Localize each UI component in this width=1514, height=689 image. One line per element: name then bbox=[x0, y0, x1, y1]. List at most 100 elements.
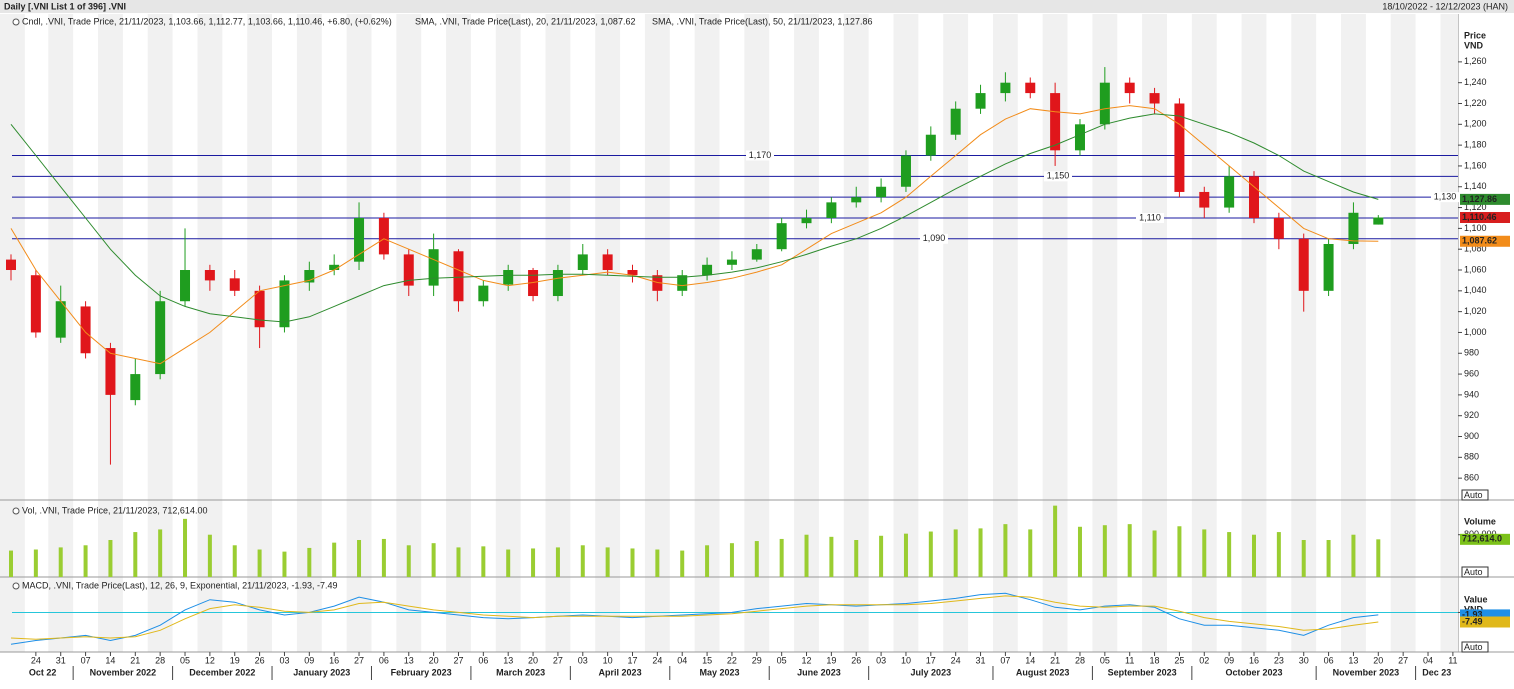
volume-bar bbox=[605, 547, 610, 577]
scale-button[interactable] bbox=[1461, 566, 1489, 578]
hline-label-bg bbox=[1431, 192, 1459, 203]
x-group-label: February 2023 bbox=[391, 667, 452, 677]
volume-bar bbox=[108, 540, 113, 577]
x-tick-label: 10 bbox=[901, 655, 911, 665]
x-tick-label: 03 bbox=[279, 655, 289, 665]
y-tick-label: 1,140 bbox=[1464, 181, 1487, 191]
value-tag-label: 1,127.86 bbox=[1462, 194, 1497, 204]
volume-bar bbox=[953, 529, 958, 577]
value-tag-label: 712,614.0 bbox=[1462, 534, 1502, 544]
hline-label-bg bbox=[746, 150, 774, 161]
legend-text: Cndl, .VNI, Trade Price, 21/11/2023, 1,1… bbox=[22, 16, 392, 26]
volume-bar bbox=[705, 545, 710, 577]
x-tick-label: 13 bbox=[404, 655, 414, 665]
candle-body bbox=[1149, 93, 1160, 104]
x-tick-label: 07 bbox=[81, 655, 91, 665]
candle-body bbox=[6, 259, 16, 271]
series-line bbox=[10, 105, 1379, 365]
scale-button[interactable] bbox=[1461, 641, 1489, 653]
y-tick-label: 1,240 bbox=[1464, 77, 1487, 87]
volume-bar bbox=[406, 545, 411, 577]
candle-body bbox=[925, 134, 936, 156]
volume-bar bbox=[1276, 532, 1281, 577]
x-tick-label: 22 bbox=[727, 655, 737, 665]
scale-button[interactable] bbox=[1461, 489, 1489, 501]
candle-body bbox=[254, 290, 265, 328]
volume-bar bbox=[804, 534, 809, 577]
y-tick-label: 1,100 bbox=[1464, 223, 1487, 233]
volume-bar bbox=[232, 545, 237, 577]
x-group-label: November 2023 bbox=[1333, 667, 1400, 677]
volume-bar bbox=[1177, 526, 1182, 577]
volume-bar bbox=[381, 538, 386, 577]
volume-bar bbox=[33, 549, 38, 577]
candle-body bbox=[229, 278, 240, 291]
x-tick-label: 19 bbox=[826, 655, 836, 665]
x-tick-label: 17 bbox=[926, 655, 936, 665]
volume-bar bbox=[754, 541, 759, 577]
candle-body bbox=[378, 217, 389, 255]
volume-bar bbox=[1127, 524, 1132, 577]
candle-body bbox=[155, 301, 166, 375]
candle-body bbox=[1323, 243, 1334, 291]
volume-bar bbox=[903, 533, 908, 577]
hline-label: 1,090 bbox=[923, 233, 946, 243]
y-tick-label: 1,260 bbox=[1464, 56, 1487, 66]
x-tick-label: 31 bbox=[976, 655, 986, 665]
y-tick-label: 1,080 bbox=[1464, 244, 1487, 254]
volume-bar bbox=[1077, 526, 1082, 577]
y-tick-label: 860 bbox=[1464, 473, 1479, 483]
x-tick-label: 20 bbox=[429, 655, 439, 665]
candle-body bbox=[1074, 124, 1085, 151]
x-tick-label: 13 bbox=[503, 655, 513, 665]
volume-bar bbox=[9, 550, 13, 577]
week-stripe bbox=[644, 14, 670, 652]
candle-body bbox=[453, 251, 464, 302]
x-tick-label: 16 bbox=[329, 655, 339, 665]
x-tick-label: 15 bbox=[702, 655, 712, 665]
series-line bbox=[10, 595, 1379, 640]
candle-body bbox=[1099, 82, 1110, 125]
axis-label: VND bbox=[1464, 604, 1484, 614]
volume-bar bbox=[1152, 530, 1157, 577]
candle-body bbox=[478, 285, 489, 302]
week-stripe bbox=[595, 14, 621, 652]
volume-bar bbox=[183, 518, 188, 577]
x-tick-label: 26 bbox=[851, 655, 861, 665]
scale-button-label[interactable]: Auto bbox=[1464, 490, 1483, 500]
candle-body bbox=[627, 270, 638, 276]
candle-body bbox=[304, 270, 315, 283]
x-tick-label: 18 bbox=[1150, 655, 1160, 665]
y-tick-label: 940 bbox=[1464, 389, 1479, 399]
volume-bar bbox=[1376, 539, 1381, 577]
x-tick-label: 05 bbox=[777, 655, 787, 665]
candle-body bbox=[1199, 191, 1210, 208]
volume-bar bbox=[456, 547, 461, 577]
volume-bar bbox=[1227, 532, 1232, 577]
y-tick-label: 1,000 bbox=[1464, 327, 1487, 337]
x-tick-label: 05 bbox=[180, 655, 190, 665]
scale-button-label[interactable]: Auto bbox=[1464, 567, 1483, 577]
header-bar bbox=[0, 0, 1514, 13]
x-tick-label: 29 bbox=[752, 655, 762, 665]
axis-label: VND bbox=[1464, 40, 1484, 50]
x-tick-label: 24 bbox=[31, 655, 41, 665]
legend-icon bbox=[12, 18, 20, 26]
volume-bar bbox=[481, 546, 486, 577]
candle-body bbox=[1373, 217, 1384, 225]
volume-bar bbox=[207, 534, 212, 577]
volume-bar bbox=[307, 547, 312, 577]
x-tick-label: 19 bbox=[230, 655, 240, 665]
x-tick-label: 05 bbox=[1100, 655, 1110, 665]
x-tick-label: 03 bbox=[578, 655, 588, 665]
x-tick-label: 20 bbox=[528, 655, 538, 665]
candle-body bbox=[503, 270, 514, 285]
y-tick-label: 900 bbox=[1464, 431, 1479, 441]
scale-button-label[interactable]: Auto bbox=[1464, 642, 1483, 652]
x-group-label: March 2023 bbox=[496, 667, 545, 677]
candle-body bbox=[1224, 176, 1235, 208]
candle-body bbox=[1000, 82, 1011, 94]
volume-bar bbox=[1102, 525, 1107, 577]
x-tick-label: 12 bbox=[802, 655, 812, 665]
volume-bar bbox=[506, 549, 511, 577]
